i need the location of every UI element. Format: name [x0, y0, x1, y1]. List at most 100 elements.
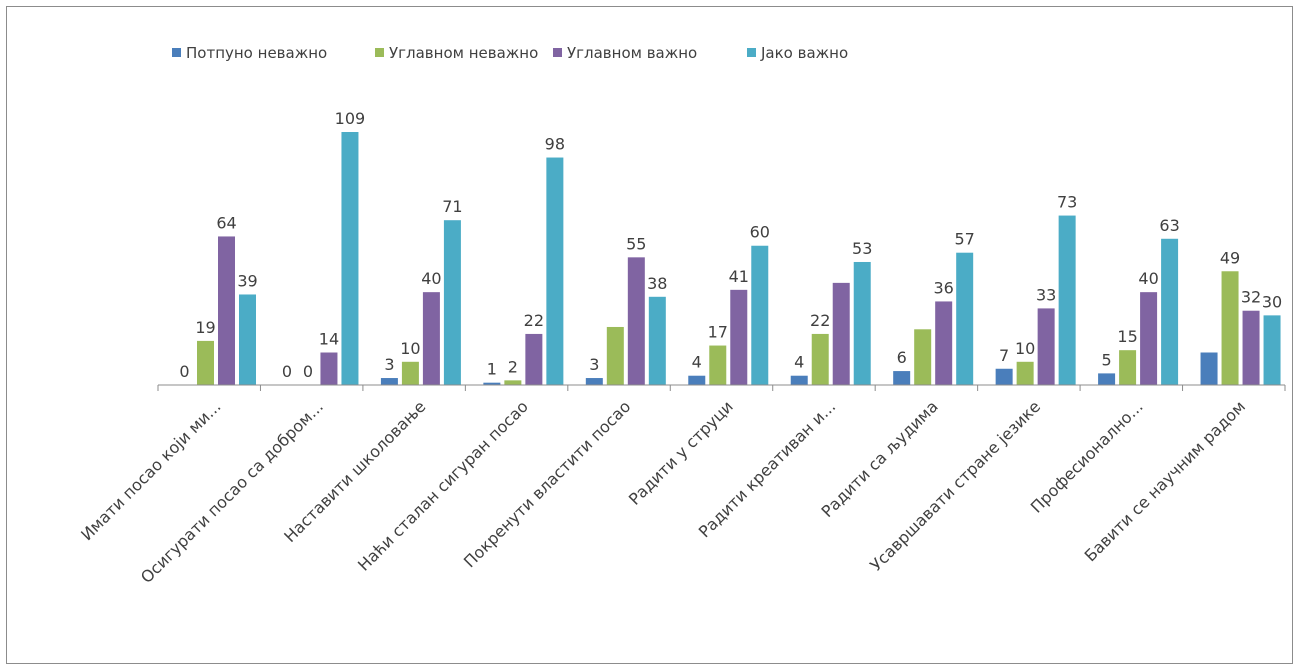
data-label: 60 [750, 223, 770, 242]
data-label: 0 [179, 362, 189, 381]
data-label: 15 [1117, 327, 1137, 346]
legend-swatch [172, 48, 181, 57]
bar [688, 375, 706, 385]
data-label: 57 [955, 230, 975, 249]
x-axis [157, 384, 1286, 391]
data-label: 36 [934, 278, 954, 297]
bar [893, 371, 911, 385]
legend-label: Углавном важно [567, 44, 697, 62]
data-label: 19 [195, 318, 215, 337]
bar [422, 292, 440, 385]
bar [1221, 271, 1239, 385]
bar [811, 333, 829, 385]
data-label: 22 [810, 311, 830, 330]
bar [1098, 373, 1116, 385]
legend-item-2: Углавном неважно [375, 44, 538, 62]
data-label: 33 [1036, 285, 1056, 304]
data-label: 10 [400, 339, 420, 358]
data-label: 4 [794, 353, 804, 372]
bar [239, 294, 256, 385]
legend-swatch [553, 48, 562, 57]
bar [832, 282, 850, 385]
legend-swatch [375, 48, 384, 57]
legend-item-1: Потпуно неважно [172, 44, 327, 62]
data-label: 6 [897, 348, 907, 367]
bar [1242, 310, 1260, 385]
data-label: 7 [999, 346, 1009, 365]
bar [341, 132, 359, 385]
legend-swatch [747, 48, 756, 57]
data-label: 17 [708, 323, 728, 342]
bar [606, 326, 624, 385]
data-label: 64 [216, 213, 236, 232]
data-label: 2 [508, 357, 518, 376]
bar [401, 361, 419, 385]
bar [1037, 308, 1055, 385]
data-label: 14 [319, 330, 339, 349]
data-label: 22 [524, 311, 544, 330]
data-label: 3 [384, 355, 394, 374]
data-label: 0 [282, 362, 292, 381]
data-label: 38 [647, 274, 667, 293]
bar [709, 345, 727, 385]
data-label: 30 [1262, 292, 1282, 311]
bar [914, 329, 932, 385]
legend-item-3: Углавном важно [553, 44, 697, 62]
x-tick-label: Покренути властити посао [460, 397, 634, 571]
legend-label: Углавном неважно [389, 44, 538, 62]
bar [935, 301, 953, 385]
data-label: 63 [1159, 216, 1179, 235]
bar [218, 236, 235, 385]
bar [1016, 361, 1034, 385]
bar [1140, 292, 1158, 385]
data-label: 71 [442, 197, 462, 216]
x-tick-label: Осигурати посао са добром... [137, 397, 327, 587]
bar [443, 220, 461, 385]
bar [380, 378, 398, 385]
data-label: 5 [1101, 350, 1111, 369]
data-label: 39 [237, 271, 257, 290]
data-label: 98 [545, 135, 565, 154]
bar [790, 375, 808, 385]
bar [627, 257, 645, 385]
bar [730, 289, 748, 385]
bar [751, 245, 769, 385]
bar [1058, 215, 1076, 385]
legend-label: Потпуно неважно [186, 44, 327, 62]
bar [320, 352, 338, 385]
x-tick-label: Професионално... [1027, 397, 1147, 517]
bar [1200, 352, 1218, 385]
data-label: 73 [1057, 193, 1077, 212]
bar [504, 380, 522, 385]
data-label: 53 [852, 239, 872, 258]
data-label: 3 [589, 355, 599, 374]
bar [546, 157, 564, 385]
legend: Потпуно неважно Углавном неважно Углавном … [172, 44, 848, 62]
bar [525, 333, 543, 385]
data-label: 109 [335, 109, 366, 128]
data-label: 55 [626, 234, 646, 253]
bar [1161, 238, 1179, 385]
x-tick-label: Радити са људима [818, 397, 942, 521]
bar [585, 378, 603, 385]
bar [1119, 350, 1137, 385]
x-tick-label: Усавршавати стране језике [866, 397, 1044, 575]
bar [995, 368, 1013, 385]
bar [1263, 315, 1281, 385]
bar [648, 296, 666, 385]
legend-item-4: Јако важно [747, 44, 848, 62]
x-tick-label: Бавити се научним радом [1081, 397, 1249, 565]
bar [483, 382, 501, 385]
bars [197, 132, 1281, 385]
data-label: 49 [1220, 248, 1240, 267]
data-label: 0 [303, 362, 313, 381]
bar [956, 252, 974, 385]
legend-label: Јако важно [760, 44, 848, 62]
data-label: 4 [692, 353, 702, 372]
data-label: 40 [1138, 269, 1158, 288]
data-label: 10 [1015, 339, 1035, 358]
data-label: 1 [487, 360, 497, 379]
bar [197, 340, 214, 385]
